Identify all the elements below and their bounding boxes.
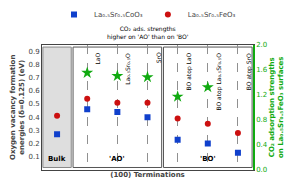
svg-text:La₀.₅Sr₀.₅FeO₃: La₀.₅Sr₀.₅FeO₃ bbox=[188, 11, 236, 19]
svg-text:2.0: 2.0 bbox=[256, 41, 267, 49]
svg-text:0.7: 0.7 bbox=[28, 74, 39, 82]
svg-text:'BO': 'BO' bbox=[200, 155, 216, 163]
svg-text:1.2: 1.2 bbox=[256, 91, 267, 99]
svg-text:SrO: SrO bbox=[155, 52, 162, 63]
svg-text:0.6: 0.6 bbox=[28, 87, 40, 95]
svg-text:La₀.₅Sr₀.₅CoO₃: La₀.₅Sr₀.₅CoO₃ bbox=[94, 11, 143, 19]
svg-text:(100) Terminations: (100) Terminations bbox=[110, 171, 185, 179]
svg-text:0.8: 0.8 bbox=[28, 61, 39, 69]
svg-text:0.2: 0.2 bbox=[28, 140, 39, 148]
svg-text:La₀.₅Sr₀.₅O: La₀.₅Sr₀.₅O bbox=[124, 53, 131, 85]
svg-text:0.0: 0.0 bbox=[256, 166, 267, 174]
svg-text:0.3: 0.3 bbox=[28, 127, 39, 135]
svg-text:0.4: 0.4 bbox=[256, 141, 268, 149]
svg-text:0.4: 0.4 bbox=[28, 114, 40, 122]
svg-text:CO₂ ads. strengthshigher on 'A: CO₂ ads. strengthshigher on 'AO' than on… bbox=[107, 25, 189, 41]
svg-text:LaO: LaO bbox=[94, 53, 101, 65]
svg-text:'AO': 'AO' bbox=[109, 155, 125, 163]
svg-text:Bulk: Bulk bbox=[48, 155, 66, 163]
svg-text:1.6: 1.6 bbox=[256, 66, 268, 74]
svg-text:Oxygen vacancy formationenergi: Oxygen vacancy formationenergies (δ=0.12… bbox=[9, 55, 26, 160]
svg-text:BO atop La₀.₅Sr₀.₅O: BO atop La₀.₅Sr₀.₅O bbox=[215, 53, 223, 111]
svg-text:0.5: 0.5 bbox=[28, 100, 39, 108]
svg-text:CO₂ adsorption strengthson La₀: CO₂ adsorption strengthson La₀.₅Sr₀.₅FeO… bbox=[268, 56, 285, 158]
svg-text:0.8: 0.8 bbox=[256, 116, 267, 124]
svg-text:0.9: 0.9 bbox=[28, 48, 39, 56]
svg-text:BO atop SrO: BO atop SrO bbox=[245, 53, 253, 90]
svg-text:BO atop LaO: BO atop LaO bbox=[185, 52, 193, 90]
svg-text:0.1: 0.1 bbox=[28, 153, 39, 161]
